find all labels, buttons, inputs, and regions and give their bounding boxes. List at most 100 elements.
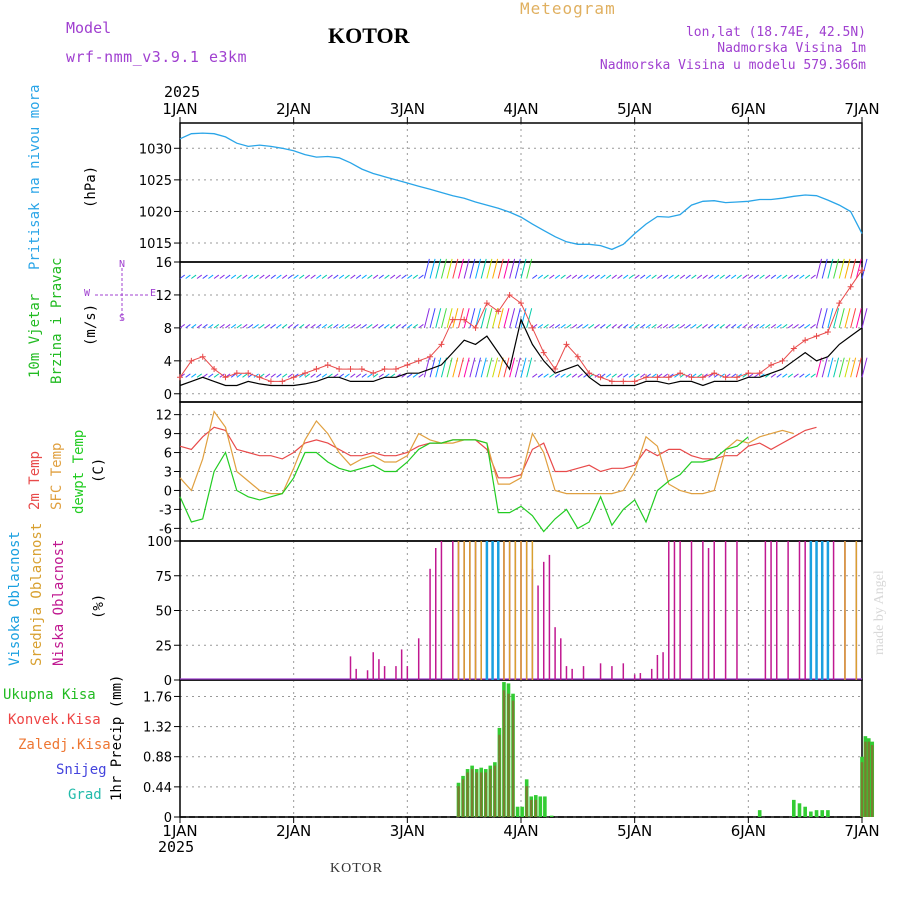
- gust-marker: [597, 374, 604, 381]
- wind-arrow: [855, 308, 862, 329]
- wind-arrow: [429, 357, 436, 378]
- temp-dew-line: [179, 436, 749, 533]
- wind-arrow: [389, 274, 396, 279]
- wind-arrow: [418, 373, 424, 378]
- model-name: wrf-nmm_v3.9.1 e3km: [66, 48, 248, 66]
- wind-arrow: [617, 324, 623, 329]
- wind-arrow: [657, 373, 663, 378]
- wind-arrow: [435, 357, 442, 378]
- wind-arrow: [270, 324, 276, 329]
- wind-arrow: [810, 274, 816, 279]
- wind-arrow: [532, 274, 538, 279]
- wind-arrow: [344, 274, 350, 279]
- wind-arrow: [321, 373, 328, 378]
- wind-arrow: [765, 324, 771, 329]
- wind-arrow: [736, 324, 742, 329]
- wind-arrow: [202, 373, 208, 378]
- wind-arrow: [736, 274, 742, 279]
- wind-arrow: [316, 373, 322, 378]
- wind-arrow: [816, 308, 823, 329]
- wind-arrow: [418, 274, 424, 279]
- gust-marker: [699, 374, 706, 381]
- wind-arrow: [617, 373, 623, 378]
- gust-marker: [290, 374, 297, 381]
- wind-arrow: [509, 357, 516, 378]
- wind-arrow: [497, 308, 504, 329]
- wind-arrow: [446, 308, 453, 329]
- wind-arrow: [713, 274, 720, 279]
- wind-arrow: [299, 324, 305, 329]
- wind-arrow: [549, 274, 555, 279]
- wind-arrow: [350, 274, 356, 279]
- wind-arrow: [759, 324, 765, 329]
- y-tick-label: 0.88: [143, 751, 172, 766]
- wind-arrow: [691, 373, 697, 378]
- panel-frame: [179, 679, 863, 818]
- precip-conv-bar: [525, 786, 528, 817]
- wind-arrow: [304, 274, 311, 279]
- wind-arrow: [503, 258, 510, 279]
- wind-arrow: [270, 373, 276, 378]
- gust-marker: [199, 353, 206, 360]
- compass-north: N: [119, 259, 126, 270]
- compass-east: E: [150, 288, 157, 299]
- y-tick-label: 4: [164, 355, 172, 370]
- gust-marker: [552, 366, 559, 373]
- wind-arrow: [310, 274, 316, 279]
- gust-marker: [279, 378, 286, 385]
- gust-marker: [654, 374, 661, 381]
- wind-arrow: [674, 274, 680, 279]
- wind-arrow: [537, 324, 544, 329]
- wind-arrow: [480, 357, 487, 378]
- wind-arrow: [549, 373, 555, 378]
- gust-marker: [347, 366, 354, 373]
- wind-arrow: [514, 308, 521, 329]
- gust-marker: [472, 324, 479, 331]
- wind-arrow: [423, 308, 430, 329]
- precip-total-bar: [797, 803, 802, 817]
- wind-arrow: [338, 373, 345, 378]
- wind-arrow: [623, 373, 629, 378]
- wind-arrow: [532, 373, 538, 378]
- wind-arrow: [179, 274, 185, 279]
- wind-arrow: [804, 324, 811, 329]
- wind-arrow: [259, 373, 265, 378]
- wind-arrow: [634, 373, 640, 378]
- wind-arrow: [219, 274, 225, 279]
- y-tick-label: 0: [164, 484, 172, 499]
- wind-arrow: [861, 258, 868, 279]
- wind-arrow: [776, 373, 782, 378]
- wind-arrow: [230, 274, 237, 279]
- model-label: Model: [66, 19, 112, 37]
- wind-arrow: [799, 274, 805, 279]
- y-tick-label: 1020: [139, 205, 172, 220]
- wind-arrow: [475, 357, 482, 378]
- wind-arrow: [213, 274, 220, 279]
- wind-arrow: [668, 324, 674, 329]
- wind-arrow: [344, 373, 350, 378]
- precip-total-bar: [803, 806, 807, 817]
- wind-arrow: [457, 357, 464, 378]
- wind-arrow: [532, 324, 538, 329]
- wind-arrow: [605, 373, 612, 378]
- wind-arrow: [457, 308, 464, 329]
- wind-arrow: [679, 324, 686, 329]
- wind-arrow: [384, 274, 390, 279]
- wind-arrow: [600, 274, 606, 279]
- wind-arrow: [770, 373, 777, 378]
- precip-total-bar: [809, 811, 813, 817]
- wind-arrow: [554, 324, 561, 329]
- precip-hail-label: Grad: [68, 787, 102, 803]
- x-tick-label-top: 5JAN: [617, 100, 652, 118]
- page-title: KOTOR: [328, 23, 410, 48]
- gust-marker: [392, 366, 399, 373]
- wind-arrow: [270, 274, 276, 279]
- y-tick-label: 75: [155, 570, 172, 585]
- gust-marker: [245, 370, 252, 377]
- wind-arrow: [327, 324, 333, 329]
- wind-arrow: [793, 324, 799, 329]
- wind-arrow: [628, 373, 634, 378]
- wind-arrow: [651, 324, 657, 329]
- wind-arrow: [196, 373, 203, 378]
